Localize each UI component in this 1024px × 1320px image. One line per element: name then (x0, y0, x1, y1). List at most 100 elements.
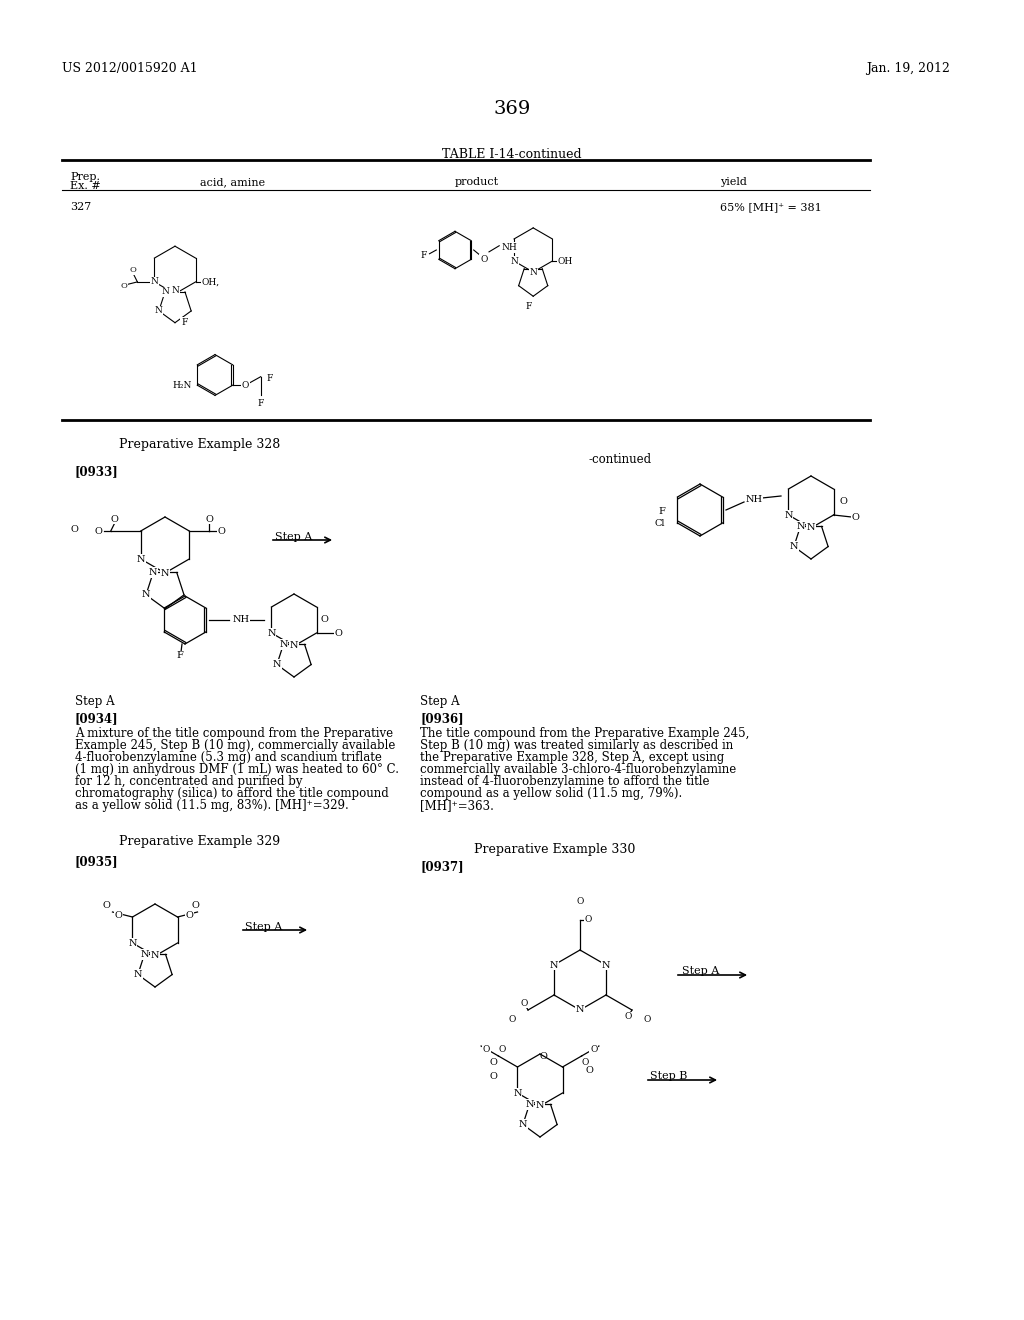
Text: O: O (540, 1052, 548, 1061)
Text: yield: yield (720, 177, 746, 187)
Text: O: O (586, 1067, 594, 1074)
Text: N: N (510, 256, 518, 265)
Text: N: N (136, 554, 145, 564)
Text: (1 mg) in anhydrous DMF (1 mL) was heated to 60° C.: (1 mg) in anhydrous DMF (1 mL) was heate… (75, 763, 399, 776)
Text: Ex. #: Ex. # (70, 181, 100, 191)
Text: N: N (133, 970, 142, 979)
Text: Step A: Step A (682, 966, 719, 975)
Text: product: product (455, 177, 499, 187)
Text: N: N (536, 1101, 544, 1110)
Text: N: N (525, 1100, 534, 1109)
Text: Prep.: Prep. (70, 172, 100, 182)
Text: N: N (602, 961, 610, 969)
Text: US 2012/0015920 A1: US 2012/0015920 A1 (62, 62, 198, 75)
Text: O: O (490, 1059, 498, 1067)
Text: N: N (518, 1121, 527, 1129)
Text: Preparative Example 328: Preparative Example 328 (120, 438, 281, 451)
Text: O: O (242, 380, 249, 389)
Text: N: N (529, 268, 538, 277)
Text: A mixture of the title compound from the Preparative: A mixture of the title compound from the… (75, 727, 393, 741)
Text: H₂N: H₂N (172, 380, 191, 389)
Text: N: N (575, 1006, 585, 1015)
Text: N: N (784, 511, 793, 520)
Text: N: N (141, 590, 151, 599)
Text: [0936]: [0936] (420, 711, 464, 725)
Text: -continued: -continued (589, 453, 651, 466)
Text: N: N (290, 642, 298, 651)
Text: N: N (161, 288, 169, 297)
Text: F: F (421, 251, 427, 260)
Text: OH: OH (557, 256, 572, 265)
Text: O: O (102, 900, 111, 909)
Text: F: F (658, 507, 665, 516)
Text: N: N (797, 521, 805, 531)
Text: commercially available 3-chloro-4-fluorobenzylamine: commercially available 3-chloro-4-fluoro… (420, 763, 736, 776)
Text: O: O (121, 282, 127, 290)
Text: N: N (280, 640, 288, 649)
Text: Cl: Cl (654, 519, 665, 528)
Text: N: N (171, 286, 179, 296)
Text: Preparative Example 329: Preparative Example 329 (120, 836, 281, 847)
Text: Step B (10 mg) was treated similarly as described in: Step B (10 mg) was treated similarly as … (420, 739, 733, 752)
Text: [0935]: [0935] (75, 855, 119, 869)
Text: O: O (520, 998, 527, 1007)
Text: O: O (577, 898, 584, 907)
Text: as a yellow solid (11.5 mg, 83%). [MH]⁺=329.: as a yellow solid (11.5 mg, 83%). [MH]⁺=… (75, 799, 349, 812)
Text: N: N (267, 628, 275, 638)
Text: [MH]⁺=363.: [MH]⁺=363. (420, 799, 494, 812)
Text: [0933]: [0933] (75, 465, 119, 478)
Text: O: O (321, 615, 329, 623)
Text: O: O (111, 515, 119, 524)
Text: the Preparative Example 328, Step A, except using: the Preparative Example 328, Step A, exc… (420, 751, 724, 764)
Text: N: N (161, 569, 169, 578)
Text: Step A: Step A (420, 696, 460, 708)
Text: 327: 327 (70, 202, 91, 213)
Text: O: O (130, 267, 136, 275)
Text: O: O (644, 1015, 651, 1023)
Text: O: O (335, 628, 342, 638)
Text: N: N (807, 524, 815, 532)
Text: N: N (790, 543, 798, 550)
Text: N: N (272, 660, 282, 669)
Text: Step A: Step A (245, 921, 283, 932)
Text: O: O (480, 255, 487, 264)
Text: O: O (71, 525, 79, 535)
Text: O: O (191, 900, 200, 909)
Text: N: N (128, 939, 137, 948)
Text: O: O (585, 916, 592, 924)
Text: The title compound from the Preparative Example 245,: The title compound from the Preparative … (420, 727, 750, 741)
Text: N: N (550, 961, 558, 969)
Text: O: O (205, 515, 213, 524)
Text: 4-fluorobenzylamine (5.3 mg) and scandium triflate: 4-fluorobenzylamine (5.3 mg) and scandiu… (75, 751, 382, 764)
Text: O: O (499, 1044, 506, 1053)
Text: NH: NH (232, 615, 250, 624)
Text: instead of 4-fluorobenzylamine to afford the title: instead of 4-fluorobenzylamine to afford… (420, 775, 710, 788)
Text: acid, amine: acid, amine (200, 177, 265, 187)
Text: N: N (140, 950, 148, 958)
Text: TABLE I-14-continued: TABLE I-14-continued (442, 148, 582, 161)
Text: O: O (582, 1059, 589, 1068)
Text: [0934]: [0934] (75, 711, 119, 725)
Text: Example 245, Step B (10 mg), commercially available: Example 245, Step B (10 mg), commerciall… (75, 739, 395, 752)
Text: NH: NH (745, 495, 763, 504)
Text: N: N (513, 1089, 522, 1097)
Text: O: O (490, 1072, 498, 1081)
Text: Step B: Step B (650, 1071, 687, 1081)
Text: O: O (115, 911, 123, 920)
Text: for 12 h, concentrated and purified by: for 12 h, concentrated and purified by (75, 775, 302, 788)
Text: Jan. 19, 2012: Jan. 19, 2012 (866, 62, 950, 75)
Text: F: F (176, 652, 183, 660)
Text: [0937]: [0937] (420, 861, 464, 873)
Text: O: O (840, 496, 848, 506)
Text: N: N (150, 568, 158, 577)
Text: O: O (625, 1012, 632, 1022)
Text: O: O (852, 513, 859, 523)
Text: compound as a yellow solid (11.5 mg, 79%).: compound as a yellow solid (11.5 mg, 79%… (420, 787, 682, 800)
Text: O: O (95, 527, 102, 536)
Text: O: O (185, 911, 194, 920)
Text: F: F (266, 374, 272, 383)
Text: Step A: Step A (75, 696, 115, 708)
Text: 65% [MH]⁺ = 381: 65% [MH]⁺ = 381 (720, 202, 821, 213)
Text: F: F (257, 400, 264, 408)
Text: O: O (217, 527, 225, 536)
